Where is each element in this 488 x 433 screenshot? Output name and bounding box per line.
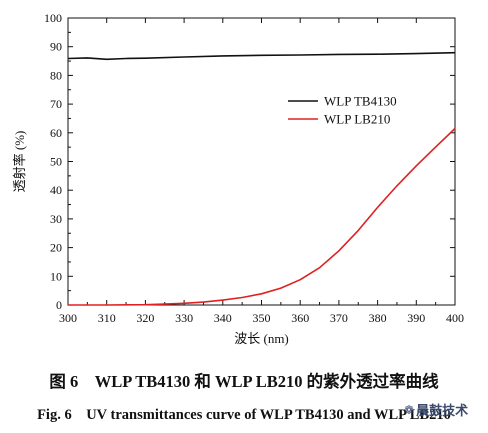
y-tick-label: 20	[50, 241, 62, 255]
legend-label: WLP TB4130	[324, 94, 397, 109]
figure-caption-chinese: 图 6 WLP TB4130 和 WLP LB210 的紫外透过率曲线	[49, 372, 439, 391]
x-tick-label: 350	[253, 311, 271, 325]
x-tick-label: 390	[407, 311, 425, 325]
x-tick-label: 310	[98, 311, 116, 325]
y-tick-label: 100	[44, 11, 62, 25]
y-tick-label: 90	[50, 40, 62, 54]
y-tick-label: 40	[50, 183, 62, 197]
series-line-0	[67, 51, 456, 61]
x-tick-label: 400	[446, 311, 464, 325]
x-tick-label: 360	[291, 311, 309, 325]
x-tick-label: 300	[59, 311, 77, 325]
legend-label: WLP LB210	[324, 112, 390, 127]
watermark-text: 晨鼓技术	[416, 404, 469, 419]
watermark: ❁ 晨鼓技术	[404, 400, 469, 420]
x-tick-label: 340	[214, 311, 232, 325]
x-tick-label: 330	[175, 311, 193, 325]
y-tick-label: 30	[50, 212, 62, 226]
y-tick-label: 10	[50, 269, 62, 283]
y-tick-label: 70	[50, 97, 62, 111]
y-axis-label: 透射率 (%)	[12, 131, 27, 193]
y-tick-label: 50	[50, 155, 62, 169]
wechat-icon: ❁	[404, 402, 415, 417]
x-axis-label: 波长 (nm)	[234, 331, 289, 346]
plot-frame	[67, 17, 456, 306]
y-tick-label: 0	[56, 298, 62, 312]
series-line-1	[68, 127, 456, 306]
y-tick-label: 60	[50, 126, 62, 140]
x-tick-label: 370	[330, 311, 348, 325]
uv-transmittance-chart: 300 310 320 330 340 350 360 370 380 390 400 0 10 20 30…	[12, 11, 464, 346]
figure-caption-english: Fig. 6 UV transmittances curve of WLP TB…	[37, 407, 451, 423]
x-tick-label: 320	[136, 311, 154, 325]
y-tick-label: 80	[50, 68, 62, 82]
x-tick-label: 380	[369, 311, 387, 325]
